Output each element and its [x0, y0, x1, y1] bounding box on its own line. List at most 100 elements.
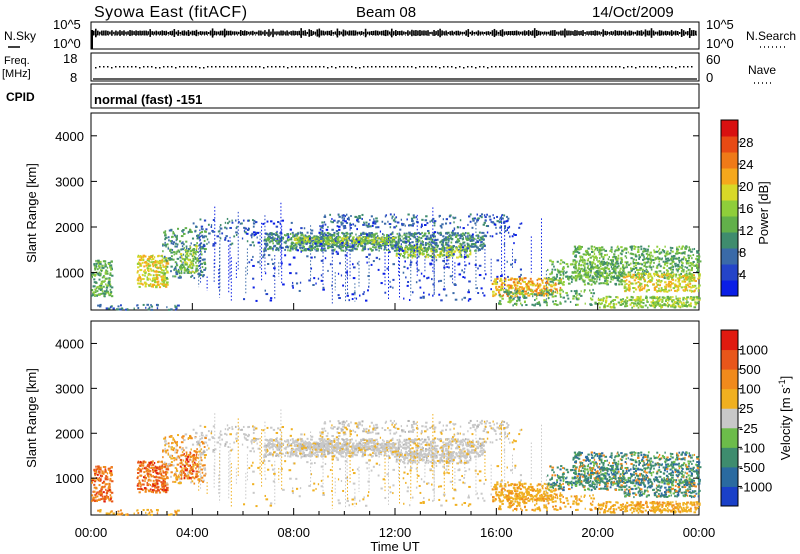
- power-cell: [609, 305, 611, 308]
- nsky-sample: [503, 31, 506, 35]
- power-cell: [674, 301, 676, 304]
- power-cell: [535, 290, 538, 293]
- power-cell: [499, 231, 502, 234]
- power-cell: [562, 261, 564, 264]
- power-cell: [273, 267, 276, 270]
- power-cell: [643, 258, 646, 261]
- power-cell: [607, 268, 610, 271]
- power-cell: [590, 267, 594, 270]
- power-cell: [605, 279, 609, 282]
- power-cell: [142, 254, 146, 257]
- power-cell: [521, 290, 524, 293]
- power-cell: [399, 237, 401, 240]
- power-cell: [253, 244, 255, 247]
- nsky-sample: [678, 31, 681, 35]
- power-cell: [671, 260, 674, 263]
- power-cell: [619, 275, 622, 278]
- power-cell: [542, 293, 544, 296]
- power-cell: [287, 234, 290, 237]
- power-cell: [550, 278, 553, 281]
- power-cell: [152, 269, 155, 272]
- power-cell: [646, 270, 649, 273]
- power-cell: [469, 250, 471, 253]
- power-cell: [676, 246, 678, 249]
- nsky-sample: [376, 30, 379, 36]
- power-cell: [524, 292, 527, 295]
- power-cell: [489, 218, 492, 221]
- power-cell: [674, 289, 677, 292]
- power-cell: [172, 241, 176, 244]
- power-cell: [268, 237, 271, 240]
- power-cell: [370, 242, 373, 245]
- power-cell: [327, 226, 329, 229]
- power-cell: [681, 246, 683, 249]
- power-cell: [138, 285, 141, 288]
- power-cell: [96, 268, 99, 271]
- power-cell: [103, 295, 106, 298]
- nsky-sample: [644, 29, 647, 37]
- power-cell: [658, 305, 662, 308]
- power-cell: [585, 269, 588, 272]
- power-cell: [159, 267, 161, 270]
- power-cell: [629, 252, 633, 255]
- power-cell: [293, 237, 296, 240]
- freq-sample: [351, 66, 353, 68]
- power-cell: [616, 246, 618, 249]
- power-cell: [558, 279, 561, 282]
- power-cell: [337, 234, 339, 237]
- power-cell: [678, 301, 681, 304]
- power-cell: [365, 221, 368, 224]
- power-cell: [608, 270, 611, 273]
- power-cell: [373, 218, 375, 221]
- power-cell: [416, 245, 418, 248]
- power-cell: [691, 257, 693, 260]
- power-cell: [559, 273, 562, 276]
- power-cell: [158, 286, 162, 289]
- freq-sample: [319, 66, 321, 68]
- power-cell: [321, 239, 325, 242]
- nsky-sample: [334, 31, 337, 35]
- nsky-sample: [684, 31, 687, 35]
- freq-sample: [383, 66, 385, 68]
- power-cell: [353, 239, 355, 242]
- nsky-label: N.Sky: [4, 29, 36, 43]
- power-cell: [566, 294, 569, 297]
- power-cell: [690, 273, 692, 276]
- power-cell: [391, 247, 394, 250]
- freq-sample: [459, 66, 461, 68]
- power-cell: [251, 236, 253, 239]
- power-cell: [608, 273, 611, 276]
- power-cell: [529, 277, 532, 280]
- power-cell: [499, 218, 501, 221]
- power-cell: [492, 293, 494, 296]
- power-cell: [638, 299, 641, 302]
- power-cell: [457, 248, 460, 251]
- power-cell: [639, 276, 641, 279]
- power-cell: [691, 284, 694, 287]
- power-cell: [524, 296, 528, 299]
- nsky-sample: [543, 31, 546, 35]
- power-cell: [321, 246, 323, 249]
- power-cell: [607, 258, 610, 261]
- freq-sample: [691, 66, 693, 68]
- power-cell: [331, 241, 333, 244]
- power-cell: [201, 230, 204, 233]
- power-cell: [342, 232, 344, 235]
- freq-sample: [159, 67, 161, 69]
- power-cell: [638, 254, 641, 257]
- power-cell: [302, 239, 305, 242]
- power-cell: [648, 257, 651, 260]
- power-cell: [285, 240, 288, 243]
- freq-sample: [99, 66, 101, 68]
- power-cell: [546, 280, 549, 283]
- power-cell: [689, 297, 692, 300]
- power-cell: [692, 264, 695, 267]
- nsky-sample: [457, 30, 460, 36]
- power-cell: [551, 270, 553, 273]
- power-cell: [351, 263, 354, 266]
- power-cell: [570, 263, 573, 266]
- power-cell: [650, 268, 653, 271]
- power-cell: [183, 269, 187, 272]
- power-cell: [375, 232, 378, 235]
- power-cell: [399, 253, 402, 256]
